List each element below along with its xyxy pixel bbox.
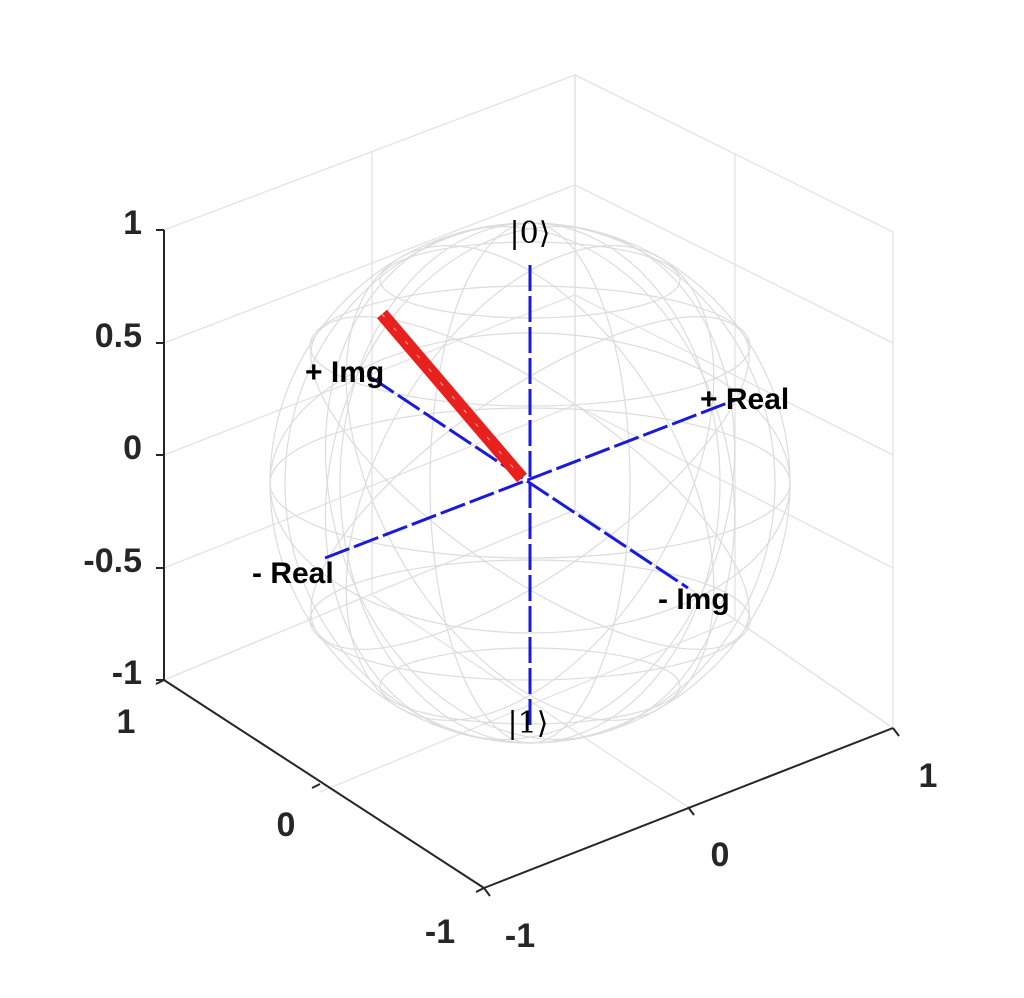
z-tick-label: 0 <box>123 429 142 467</box>
back-grid <box>162 73 895 889</box>
plus-real-label: + Real <box>700 383 789 416</box>
y-tick-label: 1 <box>117 703 136 741</box>
z-tick-label: -1 <box>112 654 142 692</box>
x-tick-label: 1 <box>919 757 938 795</box>
y-tick-labels: 1 0 -1 <box>117 703 456 951</box>
y-axis-line <box>163 679 485 889</box>
x-tick-label: -1 <box>505 917 535 955</box>
plus-img-label: + Img <box>305 356 384 389</box>
ket-zero-label: |0⟩ <box>510 216 551 251</box>
z-tick-labels: 1 0.5 0 -0.5 -1 <box>83 204 142 692</box>
real-bloch-axis <box>324 398 736 560</box>
z-tick-label: -0.5 <box>83 542 142 580</box>
ket-one-label: |1⟩ <box>508 706 549 741</box>
z-tick-label: 1 <box>123 204 142 242</box>
z-tick-label: 0.5 <box>95 317 142 355</box>
minus-img-label: - Img <box>658 583 730 616</box>
bloch-axes <box>324 265 736 725</box>
state-vector-arrow <box>377 309 527 483</box>
x-tick-labels: 1 0 -1 <box>505 757 938 955</box>
y-tick-label: 0 <box>277 806 296 844</box>
x-tick-label: 0 <box>711 836 730 874</box>
y-tick-label: -1 <box>425 913 455 951</box>
minus-real-label: - Real <box>252 557 334 590</box>
img-bloch-axis <box>371 376 689 590</box>
axes <box>155 229 900 897</box>
